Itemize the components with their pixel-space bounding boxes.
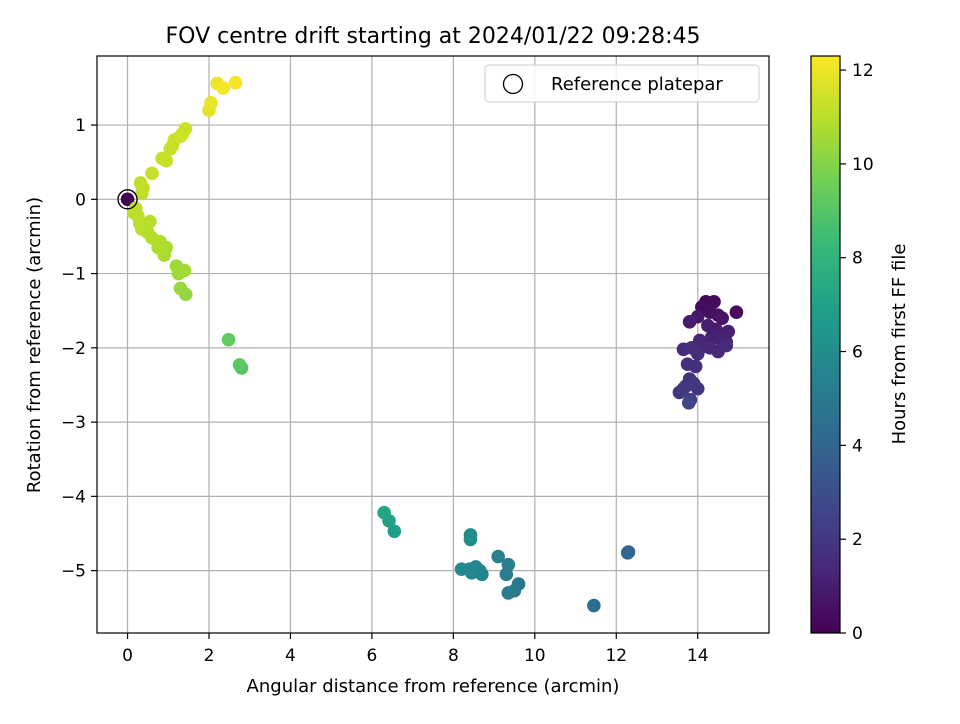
data-point — [232, 358, 247, 372]
y-axis-label: Rotation from reference (arcmin) — [24, 197, 45, 493]
data-point — [681, 395, 696, 410]
data-point — [501, 557, 516, 572]
legend-label-reference-platepar: Reference platepar — [551, 74, 723, 95]
colorbar-ticks: 0 2 4 6 8 10 12 — [840, 61, 874, 644]
data-point — [133, 176, 148, 190]
data-point — [159, 153, 174, 168]
colorbar-tick-label: 0 — [852, 624, 863, 644]
x-tick-label: 0 — [122, 646, 133, 666]
data-point — [128, 201, 143, 216]
data-point — [454, 562, 469, 576]
x-tick-label: 2 — [204, 646, 215, 666]
legend: Reference platepar — [484, 64, 760, 103]
chart-title: FOV centre drift starting at 2024/01/22 … — [166, 24, 701, 49]
x-axis-label: Angular distance from reference (arcmin) — [247, 676, 620, 697]
data-point — [177, 263, 192, 278]
colorbar-tick-label: 12 — [852, 61, 874, 81]
y-tick-label: −4 — [61, 487, 86, 507]
data-point — [587, 598, 601, 613]
y-tick-label: −3 — [61, 413, 86, 433]
y-tick-label: 1 — [75, 116, 86, 136]
x-tick-label: 4 — [285, 646, 296, 666]
data-point — [145, 166, 159, 181]
data-point — [676, 381, 691, 396]
colorbar-gradient — [810, 55, 841, 634]
data-point — [620, 545, 635, 560]
data-point — [729, 305, 744, 319]
x-tick-label: 14 — [687, 646, 709, 666]
x-tick-label: 6 — [366, 646, 377, 666]
y-tick-label: 0 — [75, 190, 86, 210]
data-point — [688, 359, 703, 374]
reference-marker — [117, 189, 138, 210]
legend-marker-open-circle — [502, 73, 524, 95]
colorbar-tick-label: 8 — [852, 249, 863, 269]
x-tick-label: 10 — [524, 646, 546, 666]
data-point — [501, 586, 516, 600]
data-point — [463, 528, 478, 542]
data-point — [204, 95, 218, 110]
plot-area-frame — [96, 55, 770, 634]
data-point — [178, 121, 193, 136]
data-point — [228, 75, 243, 90]
data-point — [491, 549, 505, 564]
data-point — [377, 505, 391, 520]
data-point — [682, 315, 697, 329]
data-point — [715, 311, 729, 325]
data-point — [143, 214, 157, 229]
data-point — [120, 192, 135, 207]
data-point — [173, 281, 188, 296]
colorbar-tick-label: 6 — [852, 343, 863, 363]
legend-box — [484, 64, 760, 103]
data-point — [690, 381, 705, 396]
x-tick-label: 8 — [448, 646, 459, 666]
reference-platepar-marker — [117, 189, 138, 210]
data-point — [707, 295, 721, 309]
data-point — [387, 524, 402, 539]
colorbar-tick-label: 4 — [852, 436, 863, 456]
colorbar: 0 2 4 6 8 10 12 Hours from first FF file — [810, 55, 910, 644]
colorbar-label: Hours from first FF file — [889, 244, 910, 445]
x-axis-ticks: 0 2 4 6 8 10 12 14 — [122, 633, 709, 666]
y-tick-label: −2 — [61, 339, 86, 359]
x-tick-label: 12 — [605, 646, 627, 666]
y-tick-label: −1 — [61, 265, 86, 285]
data-point — [221, 332, 236, 347]
colorbar-tick-label: 2 — [852, 530, 863, 550]
data-point — [719, 338, 734, 353]
data-point — [216, 81, 231, 95]
data-points — [120, 75, 744, 613]
y-tick-label: −5 — [61, 562, 86, 582]
data-point — [690, 346, 705, 361]
colorbar-tick-label: 10 — [852, 155, 874, 175]
grid-lines — [97, 56, 769, 633]
y-axis-ticks: 1 0 −1 −2 −3 −4 −5 — [61, 116, 97, 582]
